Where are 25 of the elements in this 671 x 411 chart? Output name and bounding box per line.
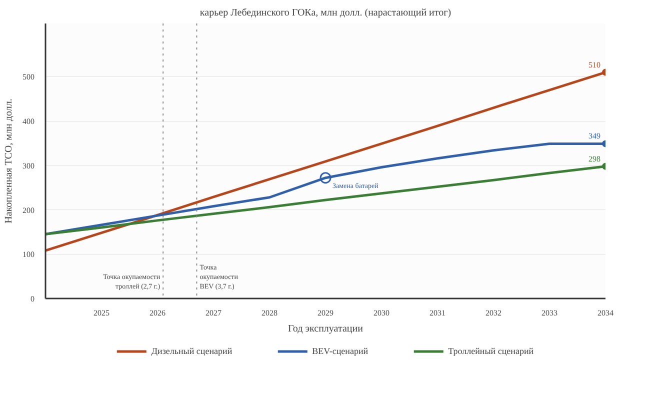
y-tick-label: 200 [22, 206, 34, 215]
legend-label: Дизельный сценарий [151, 346, 232, 356]
x-tick-label: 2031 [430, 308, 446, 318]
x-tick-label: 2032 [486, 308, 502, 318]
x-axis-title: Год эксплуатации [288, 324, 364, 334]
x-tick-label: 2026 [150, 308, 166, 318]
y-tick-label: 400 [22, 117, 34, 126]
chart-title: карьер Лебединского ГОКа, млн долл. (нарастающий итог) [200, 8, 452, 18]
y-tick-label: 500 [22, 72, 34, 82]
data-label: 510 [588, 60, 600, 70]
x-tick-label: 2025 [94, 308, 110, 318]
data-label: 298 [588, 154, 600, 164]
x-tick-label: 2028 [262, 308, 278, 318]
x-tick-label: 2033 [542, 308, 558, 318]
legend-label: BEV-сценарий [312, 346, 368, 356]
y-tick-label: 0 [30, 294, 34, 304]
x-tick-label: 2030 [374, 308, 390, 318]
legend-label: Троллейный сценарий [448, 346, 534, 356]
x-tick-label: 2029 [318, 308, 334, 318]
data-label: 349 [588, 132, 600, 141]
x-tick-label: 2027 [206, 308, 222, 318]
y-axis-title: Накопленная TCO, млн долл. [4, 98, 14, 224]
y-tick-label: 300 [22, 161, 34, 170]
x-tick-label: 2034 [598, 308, 614, 318]
y-tick-label: 100 [22, 250, 34, 260]
